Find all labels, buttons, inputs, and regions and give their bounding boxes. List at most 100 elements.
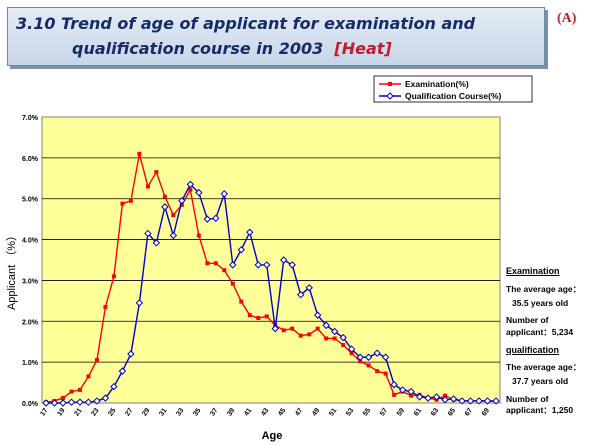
y-tick-label: 0.0% [22, 401, 39, 408]
data-point-qualification [135, 299, 144, 307]
x-tick-label: 63 [430, 407, 440, 417]
exam-num-label: Number of [506, 315, 549, 325]
data-point-examination [94, 358, 99, 363]
data-point-qualification [492, 397, 500, 405]
data-point-examination [341, 342, 346, 347]
data-point-qualification [271, 324, 279, 333]
data-point-qualification [203, 215, 212, 223]
data-point-examination [443, 393, 448, 398]
x-tick-label: 57 [379, 407, 389, 417]
data-point-qualification [424, 394, 432, 402]
data-point-qualification [110, 382, 118, 391]
data-point-examination [128, 198, 133, 203]
data-point-examination [145, 184, 150, 189]
x-tick-label: 69 [481, 407, 491, 417]
data-point-qualification [178, 197, 186, 205]
data-point-qualification [432, 393, 441, 401]
data-point-qualification [229, 261, 237, 269]
data-point-examination [69, 389, 74, 394]
x-tick-label: 25 [107, 407, 117, 417]
data-point-qualification [288, 261, 296, 269]
data-point-qualification [76, 398, 84, 406]
data-point-examination [120, 201, 125, 206]
data-point-examination [86, 374, 91, 379]
page-title-tag: [Heat] [334, 39, 392, 58]
data-point-qualification [152, 239, 161, 247]
plot-background [41, 116, 501, 404]
data-point-examination [171, 213, 176, 218]
y-tick-label: 1.0% [22, 360, 39, 367]
data-point-qualification [373, 349, 381, 357]
data-point-qualification [322, 321, 330, 330]
data-point-examination [392, 392, 397, 397]
corner-label: (A) [557, 11, 577, 26]
data-point-examination [205, 261, 210, 266]
data-point-qualification [84, 398, 93, 406]
data-point-qualification [390, 380, 398, 389]
data-point-examination [358, 359, 363, 364]
data-point-examination [375, 369, 380, 374]
data-point-qualification [67, 398, 76, 406]
x-tick-label: 51 [328, 407, 338, 417]
x-tick-label: 27 [124, 407, 134, 417]
x-tick-label: 19 [56, 407, 66, 417]
x-tick-label: 61 [413, 407, 423, 417]
data-point-examination [60, 396, 65, 401]
y-tick-label: 3.0% [22, 278, 39, 285]
data-point-qualification [407, 387, 415, 396]
data-point-examination [230, 281, 235, 286]
x-tick-label: 67 [464, 407, 474, 417]
y-tick-label: 4.0% [22, 238, 39, 245]
data-point-examination [409, 393, 414, 398]
data-point-qualification [466, 397, 475, 405]
data-point-qualification [127, 350, 135, 358]
data-point-examination [383, 371, 388, 376]
y-tick-label: 2.0% [22, 319, 39, 326]
qual-avg-label: The average age： [506, 362, 582, 372]
data-point-examination [349, 351, 354, 356]
data-point-examination [77, 387, 82, 392]
x-tick-label: 65 [447, 407, 457, 417]
page-title-line2: qualification course in 2003 [Heat] [72, 39, 392, 58]
y-axis-label: Applicant （%） [5, 230, 18, 310]
data-point-qualification [195, 188, 203, 197]
data-point-examination [188, 187, 193, 192]
data-point-qualification [59, 399, 67, 407]
data-point-examination [213, 261, 218, 266]
x-tick-label: 35 [192, 407, 202, 417]
data-point-examination [111, 274, 116, 279]
data-point-examination [137, 151, 142, 156]
legend-box [373, 75, 533, 103]
legend: Examination(%) Qualification Course(%) [373, 75, 533, 103]
data-point-examination [256, 316, 261, 321]
page-title-line1: 3.10 Trend of age of applicant for exami… [16, 14, 476, 33]
y-tick-label: 7.0% [22, 115, 39, 122]
qual-heading: qualification [506, 345, 560, 355]
exam-avg-value: 35.5 years old [512, 298, 569, 308]
x-tick-label: 23 [90, 407, 100, 417]
legend-label: Examination(%) [405, 79, 469, 89]
y-tick-label: 6.0% [22, 156, 39, 163]
x-tick-label: 21 [73, 407, 83, 417]
data-point-examination [307, 332, 312, 337]
legend-marker-diamond [386, 92, 394, 100]
data-point-examination [196, 233, 201, 238]
data-point-qualification [313, 311, 322, 319]
data-point-examination [154, 170, 159, 175]
legend-label: Qualification Course(%) [405, 91, 502, 101]
data-point-examination [332, 336, 337, 341]
data-point-qualification [118, 367, 127, 375]
data-point-examination [103, 304, 108, 309]
data-point-examination [290, 326, 295, 331]
x-tick-label: 49 [311, 407, 321, 417]
data-point-qualification [449, 395, 458, 403]
data-point-qualification [381, 353, 390, 361]
x-tick-label: 33 [175, 407, 185, 417]
data-point-qualification [297, 291, 305, 299]
qual-num-value: applicant：1,250 [506, 405, 574, 415]
data-point-qualification [169, 231, 178, 240]
data-point-qualification [161, 203, 169, 211]
data-point-qualification [220, 190, 229, 198]
data-point-qualification [398, 386, 407, 394]
